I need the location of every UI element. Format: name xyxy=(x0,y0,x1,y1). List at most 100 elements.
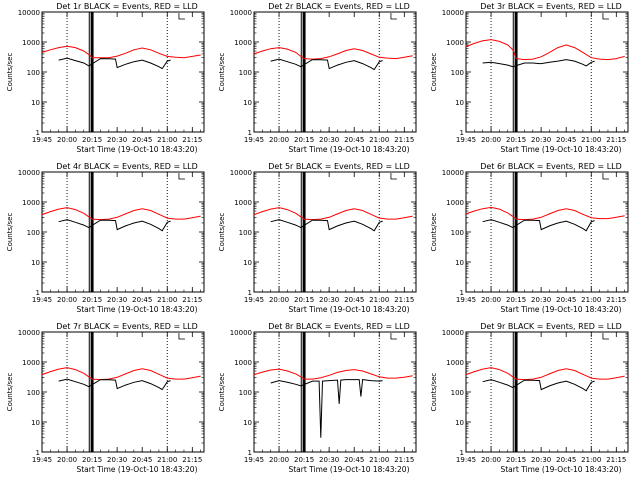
x-tick-label: 19:45 xyxy=(456,296,476,304)
y-tick-label: 10 xyxy=(31,259,40,267)
panel-title: Det 9r BLACK = Events, RED = LLD xyxy=(480,322,622,331)
panel-title: Det 1r BLACK = Events, RED = LLD xyxy=(56,2,198,11)
plot-frame xyxy=(465,331,629,453)
y-tick-label: 1000 xyxy=(22,359,40,367)
x-tick-label: 20:15 xyxy=(82,296,102,304)
event-rate-line xyxy=(58,57,171,70)
y-tick-label: 10 xyxy=(455,99,464,107)
y-tick-label: 10000 xyxy=(18,9,40,17)
x-axis-label: Start Time (19-Oct-10 18:43:20) xyxy=(288,465,409,474)
x-axis-label: Start Time (19-Oct-10 18:43:20) xyxy=(500,145,621,154)
panel-title: Det 2r BLACK = Events, RED = LLD xyxy=(268,2,410,11)
lld-rate-line xyxy=(465,39,625,61)
x-tick-label: 21:15 xyxy=(606,456,626,464)
y-axis-label: Counts/sec xyxy=(430,213,438,252)
x-tick-label: 20:15 xyxy=(506,296,526,304)
x-tick-label: 20:15 xyxy=(294,296,314,304)
y-axis-label: Counts/sec xyxy=(218,373,226,412)
y-tick-label: 1 xyxy=(36,289,40,297)
x-tick-label: 20:15 xyxy=(82,456,102,464)
y-tick-label: 100 xyxy=(27,69,40,77)
y-tick-label: 10000 xyxy=(18,169,40,177)
panel-title: Det 4r BLACK = Events, RED = LLD xyxy=(56,162,198,171)
x-tick-label: 20:30 xyxy=(531,456,551,464)
x-tick-label: 21:15 xyxy=(182,456,202,464)
bracket-mark xyxy=(390,333,397,340)
plot-frame xyxy=(465,171,629,293)
panel-title: Det 8r BLACK = Events, RED = LLD xyxy=(268,322,410,331)
plot-frame xyxy=(41,11,205,133)
y-tick-label: 100 xyxy=(239,389,252,397)
x-tick-label: 21:15 xyxy=(606,136,626,144)
y-tick-label: 10 xyxy=(31,99,40,107)
y-tick-label: 1000 xyxy=(234,359,252,367)
y-tick-label: 1 xyxy=(248,449,252,457)
x-tick-label: 19:45 xyxy=(456,456,476,464)
panel-title: Det 6r BLACK = Events, RED = LLD xyxy=(480,162,622,171)
detector-panel: Det 3r BLACK = Events, RED = LLD 1 10 100 10… xyxy=(430,2,629,154)
x-axis-label: Start Time (19-Oct-10 18:43:20) xyxy=(76,145,197,154)
x-tick-label: 19:45 xyxy=(456,136,476,144)
x-tick-label: 20:45 xyxy=(556,296,576,304)
y-axis-label: Counts/sec xyxy=(6,53,14,92)
event-rate-line xyxy=(58,378,171,391)
x-tick-label: 20:00 xyxy=(269,456,289,464)
x-tick-label: 20:30 xyxy=(319,296,339,304)
event-rate-line xyxy=(270,58,383,71)
detector-panel: Det 9r BLACK = Events, RED = LLD 1 10 100 10… xyxy=(430,322,629,474)
lld-rate-line xyxy=(253,368,413,380)
plot-frame xyxy=(41,331,205,453)
y-axis-label: Counts/sec xyxy=(430,53,438,92)
detector-panel: Det 4r BLACK = Events, RED = LLD 1 10 100 10… xyxy=(6,162,205,314)
bracket-mark xyxy=(178,13,185,20)
detector-panel: Det 8r BLACK = Events, RED = LLD 1 10 100 10… xyxy=(218,322,417,474)
detector-panel: Det 1r BLACK = Events, RED = LLD 1 10 100 10… xyxy=(6,2,205,154)
y-tick-label: 100 xyxy=(27,229,40,237)
x-tick-label: 21:00 xyxy=(157,296,177,304)
y-tick-label: 1 xyxy=(36,449,40,457)
y-tick-label: 1 xyxy=(248,289,252,297)
y-tick-label: 1 xyxy=(36,129,40,137)
y-tick-label: 10000 xyxy=(18,329,40,337)
y-tick-label: 1 xyxy=(460,449,464,457)
x-tick-label: 21:15 xyxy=(394,136,414,144)
y-tick-label: 10 xyxy=(455,259,464,267)
x-axis-label: Start Time (19-Oct-10 18:43:20) xyxy=(76,305,197,314)
x-axis-label: Start Time (19-Oct-10 18:43:20) xyxy=(288,305,409,314)
x-tick-label: 20:30 xyxy=(531,136,551,144)
event-rate-line xyxy=(270,379,383,438)
y-tick-label: 10000 xyxy=(442,9,464,17)
x-tick-label: 20:30 xyxy=(319,456,339,464)
y-tick-label: 1 xyxy=(460,129,464,137)
y-tick-label: 10 xyxy=(243,419,252,427)
y-tick-label: 1000 xyxy=(234,199,252,207)
y-axis-label: Counts/sec xyxy=(430,373,438,412)
x-tick-label: 21:15 xyxy=(394,456,414,464)
event-rate-line xyxy=(482,379,595,392)
x-tick-label: 20:45 xyxy=(556,136,576,144)
y-tick-label: 1000 xyxy=(446,199,464,207)
plot-frame xyxy=(465,11,629,133)
x-tick-label: 19:45 xyxy=(32,456,52,464)
plot-frame xyxy=(253,331,417,453)
detector-panel: Det 5r BLACK = Events, RED = LLD 1 10 100 10… xyxy=(218,162,417,314)
x-tick-label: 20:15 xyxy=(294,456,314,464)
bracket-mark xyxy=(390,13,397,20)
y-axis-label: Counts/sec xyxy=(6,213,14,252)
x-axis-label: Start Time (19-Oct-10 18:43:20) xyxy=(500,305,621,314)
y-tick-label: 10 xyxy=(243,259,252,267)
x-tick-label: 20:15 xyxy=(506,136,526,144)
lld-rate-line xyxy=(253,47,413,60)
x-tick-label: 19:45 xyxy=(244,296,264,304)
bracket-mark xyxy=(390,173,397,180)
y-tick-label: 100 xyxy=(451,389,464,397)
x-tick-label: 20:45 xyxy=(556,456,576,464)
y-tick-label: 100 xyxy=(27,389,40,397)
bracket-mark xyxy=(602,13,609,20)
x-tick-label: 21:00 xyxy=(369,296,389,304)
y-tick-label: 1000 xyxy=(446,359,464,367)
x-tick-label: 21:00 xyxy=(581,456,601,464)
x-tick-label: 20:30 xyxy=(319,136,339,144)
x-tick-label: 20:45 xyxy=(132,136,152,144)
y-tick-label: 10000 xyxy=(442,329,464,337)
